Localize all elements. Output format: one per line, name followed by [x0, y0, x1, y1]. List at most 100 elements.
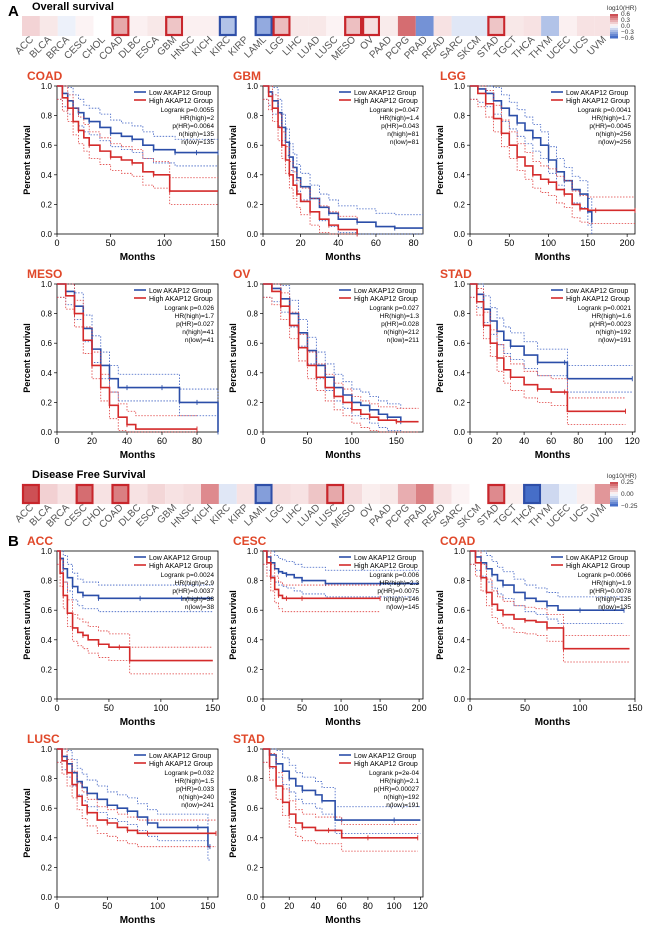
plot-title: COAD [440, 534, 476, 548]
colorbar-tick: 0.3 [621, 17, 630, 24]
heat-cell-chol [93, 16, 112, 36]
heat-highlight-thca [523, 483, 542, 505]
plot-frame [56, 85, 219, 235]
stat-line: p(HR)=0.028 [381, 321, 419, 328]
heat-label-kirc: KIRC [208, 34, 233, 59]
colorbar-tick: 0.25 [621, 479, 634, 486]
colorbar-segment [610, 500, 618, 503]
heat-cell-ucs [576, 16, 595, 36]
y-tick-label: 0.0 [41, 230, 53, 239]
x-tick-label: 100 [334, 703, 349, 713]
y-axis-label: Percent survival [435, 590, 445, 660]
ci-upper-high [57, 748, 216, 821]
heat-cell-lgg [272, 16, 291, 36]
stat-line: HR(high)=1.3 [380, 313, 420, 320]
x-tick-label: 0 [54, 703, 59, 713]
heat-cell-thca [523, 16, 542, 36]
x-tick-label: 80 [409, 238, 419, 248]
x-tick-label: 100 [150, 901, 165, 911]
heat-cell-prad [415, 484, 434, 504]
x-tick-label: 100 [387, 901, 402, 911]
x-tick-label: 120 [625, 436, 640, 446]
heat-cell-stad [487, 484, 506, 504]
colorbar-segment [610, 14, 618, 17]
x-tick-label: 50 [297, 703, 307, 713]
plot-title: STAD [233, 732, 265, 746]
plot-title: OV [233, 267, 250, 281]
x-tick-label: 80 [192, 436, 202, 446]
heat-highlight-lgg [272, 15, 291, 37]
stat-line: n(high)=41 [182, 329, 214, 336]
x-tick-label: 0 [467, 703, 472, 713]
y-tick-label: 0.6 [247, 141, 259, 150]
ci-lower-high [470, 98, 635, 225]
plot-frame [469, 550, 636, 700]
ci-upper-low [263, 85, 423, 216]
x-tick-label: 50 [104, 703, 114, 713]
plot-title: MESO [27, 267, 62, 281]
heat-cell-cesc [75, 16, 94, 36]
heat-highlight-meso [344, 15, 363, 37]
heat-label-uvm: UVM [585, 34, 609, 58]
stat-line: n(low)=135 [598, 604, 631, 611]
heat-cell-thca [523, 484, 542, 504]
x-axis-label: Months [325, 450, 361, 461]
legend-entry-high: High AKAP12 Group [149, 563, 213, 570]
y-tick-label: 0.8 [454, 112, 466, 121]
heat-cell-acc [22, 484, 40, 504]
heat-cell-kirc [218, 484, 237, 504]
km-plot-dfs-cesc: CESC 0.0 0.2 0.4 0.6 0.8 1.0 0 50 100 150 200 Months… [228, 534, 427, 728]
stat-line: n(high)=135 [179, 131, 215, 138]
survival-curve-high [263, 550, 381, 600]
stat-line: Logrank p=0.0021 [578, 305, 632, 312]
stat-line: n(low)=41 [185, 337, 214, 344]
stat-line: HR(high)=2.1 [380, 778, 420, 785]
heat-cell-skcm [469, 16, 488, 36]
x-tick-label: 60 [371, 238, 381, 248]
stat-line: p(HR)=0.0075 [377, 588, 419, 595]
x-tick-label: 0 [467, 436, 472, 446]
heat-cell-kich [201, 484, 219, 504]
y-tick-label: 0.4 [41, 171, 53, 180]
heat-cell-uvm [594, 484, 613, 504]
survival-curve-low [263, 283, 402, 422]
y-tick-label: 0.8 [247, 577, 259, 586]
stat-line: Logrank p=0.0055 [161, 107, 215, 114]
heat-cell-lusc [326, 484, 345, 504]
y-tick-label: 1.0 [247, 547, 259, 556]
heat-cell-brca [57, 16, 76, 36]
y-tick-label: 0.0 [41, 428, 53, 437]
stat-line: p(HR)=0.0045 [589, 123, 631, 130]
heat-cell-sarc [451, 484, 470, 504]
stat-line: Logrank p=0.047 [369, 107, 419, 114]
survival-curve-low [470, 85, 593, 223]
stat-line: HR(high)=1.4 [380, 115, 420, 122]
colorbar-segment [610, 24, 618, 27]
x-axis-label: Months [535, 450, 571, 461]
y-axis-label: Percent survival [435, 323, 445, 393]
ci-upper-low [470, 550, 624, 598]
heat-cell-kirp [236, 484, 255, 504]
x-tick-label: 40 [333, 238, 343, 248]
colorbar-tick: 0.00 [621, 491, 634, 498]
y-tick-label: 1.0 [41, 547, 53, 556]
plot-frame [262, 85, 424, 235]
colorbar-segment [610, 36, 618, 39]
heat-cell-luad [308, 16, 327, 36]
ci-lower-low [470, 563, 624, 624]
y-tick-label: 1.0 [247, 280, 259, 289]
heat-cell-luad [308, 484, 327, 504]
y-tick-label: 1.0 [247, 745, 259, 754]
colorbar-tick: 0.6 [621, 11, 630, 18]
y-tick-label: 0.2 [41, 863, 53, 872]
y-axis-label: Percent survival [228, 590, 238, 660]
stat-line: n(low)=241 [181, 802, 214, 809]
heat-cell-read [433, 16, 452, 36]
heatmap-disease-free-survival: ACCBLCABRCACESCCHOLCOADDLBCESCAGBMHNSCKI… [13, 473, 637, 531]
y-tick-label: 0.6 [454, 141, 466, 150]
km-plot-dfs-stad: STAD 0.0 0.2 0.4 0.6 0.8 1.0 0 20 40 60 80 100 120 Mon… [228, 732, 428, 926]
heat-cell-blca [39, 484, 58, 504]
stat-line: p(HR)=0.027 [176, 321, 214, 328]
legend-entry-low: Low AKAP12 Group [354, 90, 416, 97]
colorbar-segment [610, 28, 618, 31]
